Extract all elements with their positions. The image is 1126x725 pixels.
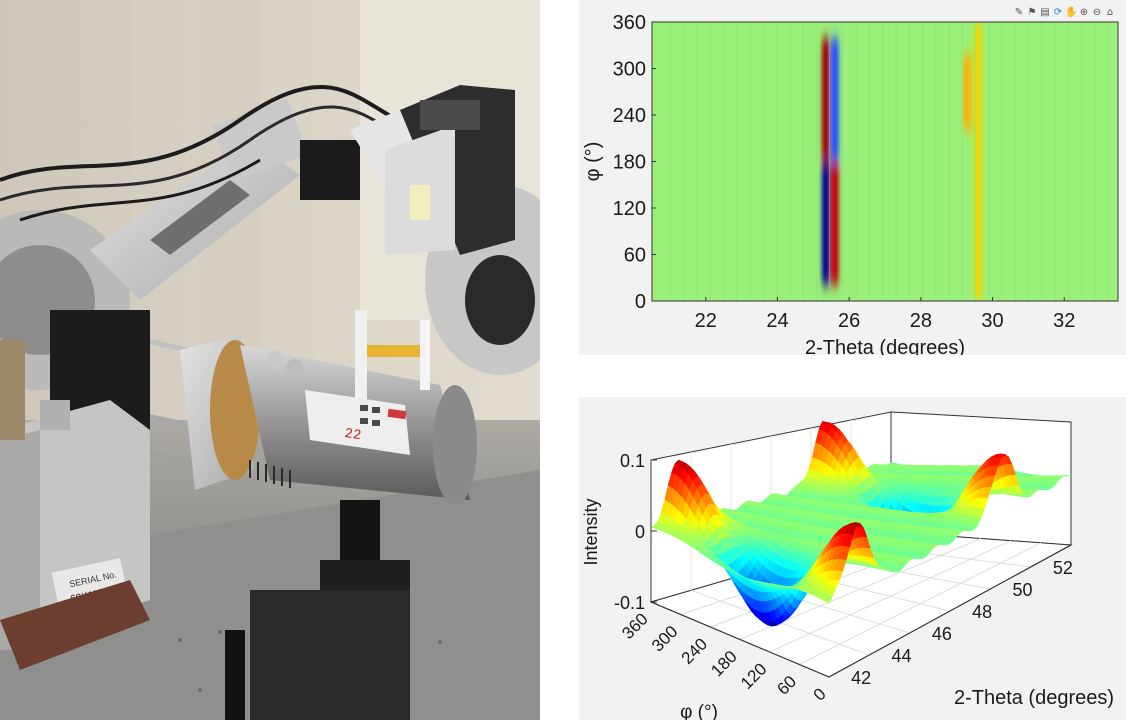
heatmap-streak xyxy=(922,22,923,301)
heatmap-streak xyxy=(962,22,963,301)
surface-ztick-label: 0 xyxy=(635,522,645,542)
figure-toolbar: ✎⚑▤⟳✋⊕⊖⌂ xyxy=(1013,7,1116,19)
surface-x-tick-label: 48 xyxy=(972,602,992,622)
heatmap-xtick-label: 22 xyxy=(695,310,717,332)
rotate-icon[interactable]: ⟳ xyxy=(1052,7,1064,19)
heatmap-streak xyxy=(1081,22,1082,301)
heatmap-xtick-label: 30 xyxy=(981,310,1003,332)
heatmap-streak xyxy=(1055,22,1056,301)
surface-x-tick-label: 52 xyxy=(1053,558,1073,578)
heatmap-xtick-label: 28 xyxy=(910,310,932,332)
heatmap-streak xyxy=(1041,22,1042,301)
heatmap-streak xyxy=(789,22,790,301)
heatmap-streak xyxy=(869,22,870,301)
heatmap-streak xyxy=(1002,22,1003,301)
heatmap-streak xyxy=(909,22,910,301)
heatmap-streak xyxy=(1108,22,1109,301)
heatmap-ytick-label: 60 xyxy=(624,245,646,267)
heatmap-streak xyxy=(803,22,804,301)
heatmap-xtick-label: 26 xyxy=(838,310,860,332)
home-icon[interactable]: ⌂ xyxy=(1104,7,1116,19)
heatmap-feature xyxy=(831,162,839,286)
datatip-icon[interactable]: ⚑ xyxy=(1026,7,1038,19)
controller-display: 22 xyxy=(343,426,362,444)
heatmap-ytick-label: 0 xyxy=(635,291,646,313)
heatmap-streak xyxy=(988,22,989,301)
brush-icon[interactable]: ✎ xyxy=(1013,7,1025,19)
heatmap-streak xyxy=(723,22,724,301)
surface-x-tick-label: 50 xyxy=(1013,580,1033,600)
surface-ztick-label: 0.1 xyxy=(620,451,645,471)
heatmap-xlabel: 2-Theta (degrees) xyxy=(805,337,965,355)
diffractometer-photo-illustration: 22 SERIAL No. 69K118 xyxy=(0,0,540,720)
heatmap-xtick-label: 24 xyxy=(766,310,788,332)
heatmap-ytick-label: 180 xyxy=(613,152,646,174)
heatmap-streak xyxy=(670,22,671,301)
heatmap-chart: 22 24 26 28 30 32 0 60 120 180 240 300 360 2-Theta (d… xyxy=(579,0,1126,355)
heatmap-streak xyxy=(935,22,936,301)
heatmap-streak xyxy=(683,22,684,301)
surface-ylabel: φ (°) xyxy=(680,702,718,720)
heatmap-streak xyxy=(975,22,976,301)
pan-icon[interactable]: ✋ xyxy=(1065,7,1077,19)
surface-phi-tick-label: 300 xyxy=(648,622,681,655)
surface-phi-tick-label: 360 xyxy=(618,609,651,642)
zoom-out-icon[interactable]: ⊖ xyxy=(1091,7,1103,19)
surface-zlabel: Intensity xyxy=(581,498,601,565)
surface-phi-tick-label: 180 xyxy=(707,647,740,680)
heatmap-streak xyxy=(856,22,857,301)
heatmap-streak xyxy=(710,22,711,301)
heatmap-streak xyxy=(736,22,737,301)
surface-x-tick-label: 46 xyxy=(932,624,952,644)
heatmap-streak xyxy=(816,22,817,301)
surface-phi-tick-label: 240 xyxy=(678,634,711,667)
heatmap-background xyxy=(652,22,1118,301)
surface-ztick-label: -0.1 xyxy=(614,593,645,613)
heatmap-streak xyxy=(696,22,697,301)
heatmap-feature xyxy=(822,162,830,286)
heatmap-streak xyxy=(842,22,843,301)
heatmap-streak xyxy=(1068,22,1069,301)
heatmap-streak xyxy=(882,22,883,301)
heatmap-streak xyxy=(895,22,896,301)
surface-x-tick-label: 42 xyxy=(851,668,871,688)
surface-phi-tick-label: 0 xyxy=(810,684,830,704)
surface-phi-tick-label: 60 xyxy=(773,672,800,699)
heatmap-streak xyxy=(829,22,830,301)
heatmap-streak xyxy=(776,22,777,301)
heatmap-feature xyxy=(963,53,971,131)
heatmap-ytick-label: 240 xyxy=(613,105,646,127)
surface-xlabel: 2-Theta (degrees) xyxy=(954,687,1114,709)
heatmap-ytick-label: 300 xyxy=(613,59,646,81)
zoom-in-icon[interactable]: ⊕ xyxy=(1078,7,1090,19)
heatmap-feature xyxy=(822,38,830,162)
surface-x-tick-label: 44 xyxy=(892,646,912,666)
heatmap-streak xyxy=(1028,22,1029,301)
heatmap-ylabel: φ (°) xyxy=(582,142,604,182)
heatmap-streak xyxy=(948,22,949,301)
heatmap-streak xyxy=(763,22,764,301)
surface-phi-tick-label: 120 xyxy=(737,659,770,692)
heatmap-streak xyxy=(1015,22,1016,301)
heatmap-ytick-label: 360 xyxy=(613,12,646,34)
heatmap-feature xyxy=(831,38,839,162)
lab-photo: 22 SERIAL No. 69K118 xyxy=(0,0,540,720)
heatmap-ytick-label: 120 xyxy=(613,198,646,220)
heatmap-streak xyxy=(1094,22,1095,301)
heatmap-streak xyxy=(750,22,751,301)
legend-icon[interactable]: ▤ xyxy=(1039,7,1051,19)
heatmap-xtick-label: 32 xyxy=(1053,310,1075,332)
